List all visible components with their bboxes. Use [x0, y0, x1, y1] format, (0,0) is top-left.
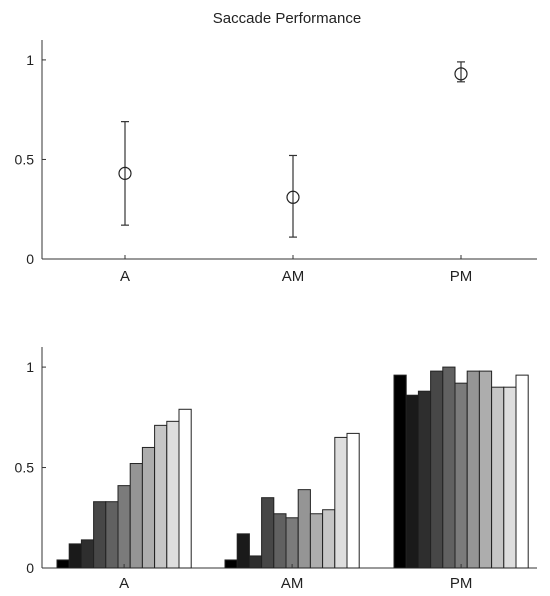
bar [393, 374, 407, 569]
bar [417, 390, 432, 569]
bar [105, 501, 119, 569]
bottom-x-tick-label: PM [450, 575, 473, 592]
top-y-tick-label: 0 [26, 251, 34, 267]
top-plot: 0 0.5 1 A AM PM [15, 40, 537, 285]
data-point [118, 166, 132, 180]
bar [285, 517, 299, 569]
bar [454, 382, 468, 569]
bottom-x-tick-label: A [119, 575, 129, 592]
bar [405, 394, 419, 569]
bar [178, 408, 192, 569]
bottom-y-tick-label: 0.5 [15, 460, 35, 476]
bar [297, 489, 311, 569]
top-x-tick-label: A [120, 268, 130, 285]
bar [166, 420, 180, 569]
bar [261, 497, 275, 569]
bar [248, 555, 263, 569]
bar [346, 432, 360, 569]
bar [154, 424, 168, 569]
bar [322, 509, 336, 569]
bar [466, 370, 480, 569]
bar [503, 386, 517, 569]
bar [442, 366, 456, 569]
top-x-tick-label: AM [282, 268, 305, 285]
bar [129, 463, 143, 569]
bar [56, 559, 70, 569]
bar [491, 386, 505, 569]
top-y-tick-label: 0.5 [15, 151, 35, 167]
top-x-tick-label: PM [450, 268, 473, 285]
chart-title: Saccade Performance [213, 10, 361, 27]
bottom-plot: 0 0.5 1 A AM PM [15, 347, 537, 592]
bar [117, 485, 131, 569]
bar [224, 559, 238, 569]
bar [515, 374, 529, 569]
bar [430, 370, 444, 569]
bottom-y-tick-label: 1 [26, 359, 34, 375]
bar [68, 543, 82, 569]
bar [309, 513, 324, 569]
top-y-tick-label: 1 [26, 52, 34, 68]
bar [80, 539, 95, 569]
data-point [286, 190, 300, 204]
bar [478, 370, 493, 569]
data-point [454, 67, 468, 81]
bar [141, 446, 156, 569]
bottom-y-tick-label: 0 [26, 560, 34, 576]
bar [93, 501, 107, 569]
bar [334, 436, 348, 569]
bar [236, 533, 250, 569]
bottom-x-tick-label: AM [281, 575, 304, 592]
bar [273, 513, 287, 569]
